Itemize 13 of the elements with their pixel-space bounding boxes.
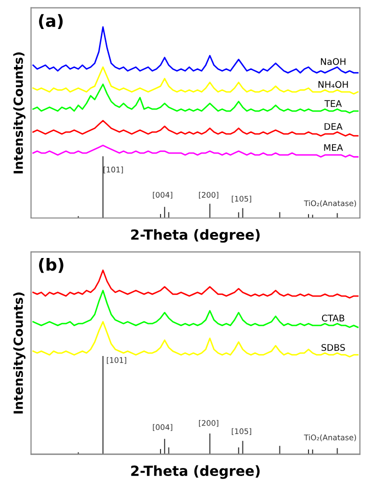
- series-label: SDBS: [322, 344, 345, 351]
- series-label: NaOH: [320, 58, 346, 65]
- x-axis-title: 2-Theta (degree): [131, 465, 260, 479]
- series-label: MEA: [324, 144, 343, 151]
- series-label: TEA: [324, 100, 342, 107]
- x-axis-title: 2-Theta (degree): [131, 229, 260, 243]
- series-label: NH₄OH: [318, 81, 348, 88]
- y-axis-title: Intensity(Counts): [13, 52, 26, 174]
- series-label: CTAB: [322, 314, 344, 322]
- series-label: DEA: [324, 123, 343, 130]
- y-axis-title: Intensity(Counts): [13, 292, 26, 414]
- chart-title: (a): [39, 14, 63, 30]
- chart-title: (b): [39, 258, 64, 273]
